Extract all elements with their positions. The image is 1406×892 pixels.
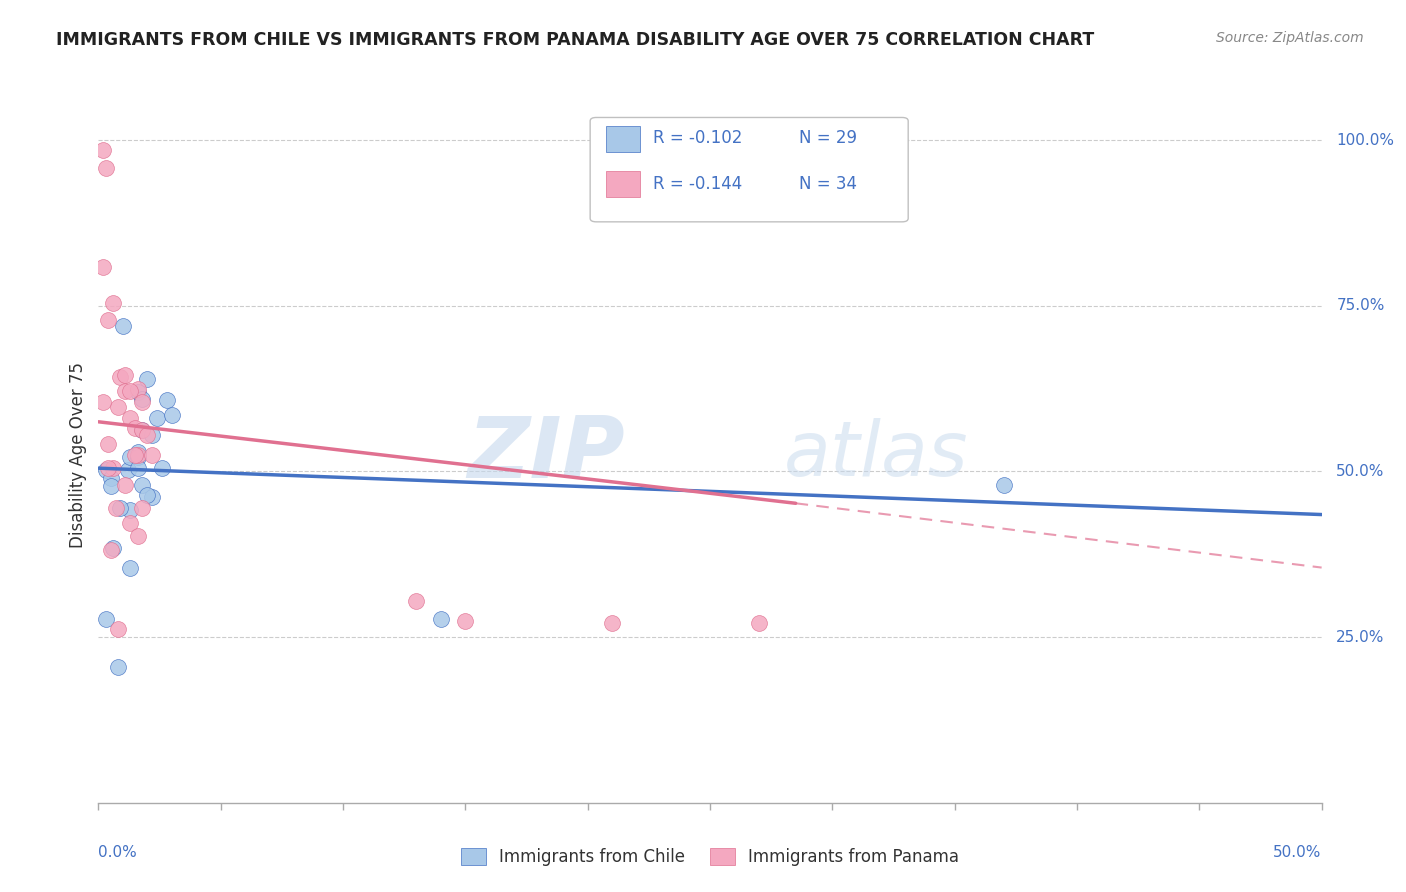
Legend: Immigrants from Chile, Immigrants from Panama: Immigrants from Chile, Immigrants from P…	[453, 839, 967, 874]
Point	[120, 516, 142, 531]
Point	[131, 500, 153, 515]
Point	[127, 461, 149, 475]
Point	[101, 295, 124, 310]
Point	[127, 450, 149, 464]
Point	[141, 448, 163, 462]
Point	[91, 143, 114, 157]
Point	[100, 471, 122, 485]
Point	[97, 436, 120, 450]
Point	[94, 161, 117, 175]
Text: atlas: atlas	[783, 418, 967, 491]
Point	[107, 622, 129, 636]
Point	[127, 384, 149, 399]
Point	[100, 479, 122, 493]
Point	[97, 313, 120, 327]
Point	[91, 260, 114, 275]
Point	[91, 395, 114, 409]
Point	[117, 463, 139, 477]
Point	[107, 400, 129, 414]
Point	[97, 461, 120, 475]
Point	[111, 318, 134, 333]
Point	[136, 428, 159, 442]
Text: Source: ZipAtlas.com: Source: ZipAtlas.com	[1216, 31, 1364, 45]
Text: 75.0%: 75.0%	[1336, 298, 1385, 313]
Point	[110, 500, 132, 515]
Point	[136, 488, 159, 502]
Point	[136, 372, 159, 386]
Text: IMMIGRANTS FROM CHILE VS IMMIGRANTS FROM PANAMA DISABILITY AGE OVER 75 CORRELATI: IMMIGRANTS FROM CHILE VS IMMIGRANTS FROM…	[56, 31, 1094, 49]
Point	[405, 593, 427, 607]
Point	[430, 611, 453, 625]
Point	[127, 444, 149, 458]
Point	[107, 660, 129, 674]
Point	[101, 461, 124, 475]
Point	[94, 611, 117, 625]
Text: 50.0%: 50.0%	[1274, 845, 1322, 860]
Point	[120, 503, 142, 517]
Point	[146, 411, 169, 425]
FancyBboxPatch shape	[606, 126, 640, 153]
Text: N = 34: N = 34	[800, 175, 858, 193]
Point	[748, 615, 770, 630]
Y-axis label: Disability Age Over 75: Disability Age Over 75	[69, 362, 87, 548]
Text: 50.0%: 50.0%	[1336, 464, 1385, 479]
Point	[124, 421, 146, 435]
Point	[993, 477, 1015, 491]
Text: ZIP: ZIP	[467, 413, 624, 497]
Point	[120, 384, 142, 398]
FancyBboxPatch shape	[591, 118, 908, 222]
Text: 25.0%: 25.0%	[1336, 630, 1385, 645]
Point	[120, 450, 142, 464]
Text: 100.0%: 100.0%	[1336, 133, 1395, 148]
Point	[141, 428, 163, 442]
Point	[131, 395, 153, 409]
Point	[131, 424, 153, 438]
Point	[127, 448, 149, 462]
Point	[131, 424, 153, 438]
Text: R = -0.102: R = -0.102	[652, 129, 742, 147]
Point	[120, 411, 142, 425]
Point	[600, 615, 623, 630]
Point	[101, 541, 124, 555]
Text: N = 29: N = 29	[800, 129, 858, 147]
Point	[160, 408, 183, 422]
Point	[454, 614, 477, 628]
Point	[131, 477, 153, 491]
Point	[114, 384, 136, 398]
Point	[94, 463, 117, 477]
Point	[150, 461, 173, 475]
Point	[114, 477, 136, 491]
Point	[110, 370, 132, 384]
Point	[100, 542, 122, 557]
Text: 0.0%: 0.0%	[98, 845, 138, 860]
Text: R = -0.144: R = -0.144	[652, 175, 742, 193]
Point	[131, 392, 153, 406]
Point	[127, 529, 149, 543]
FancyBboxPatch shape	[606, 171, 640, 197]
Point	[127, 382, 149, 396]
Point	[120, 560, 142, 574]
Point	[114, 368, 136, 383]
Point	[141, 490, 163, 504]
Point	[104, 500, 127, 515]
Point	[124, 448, 146, 462]
Point	[156, 392, 179, 407]
